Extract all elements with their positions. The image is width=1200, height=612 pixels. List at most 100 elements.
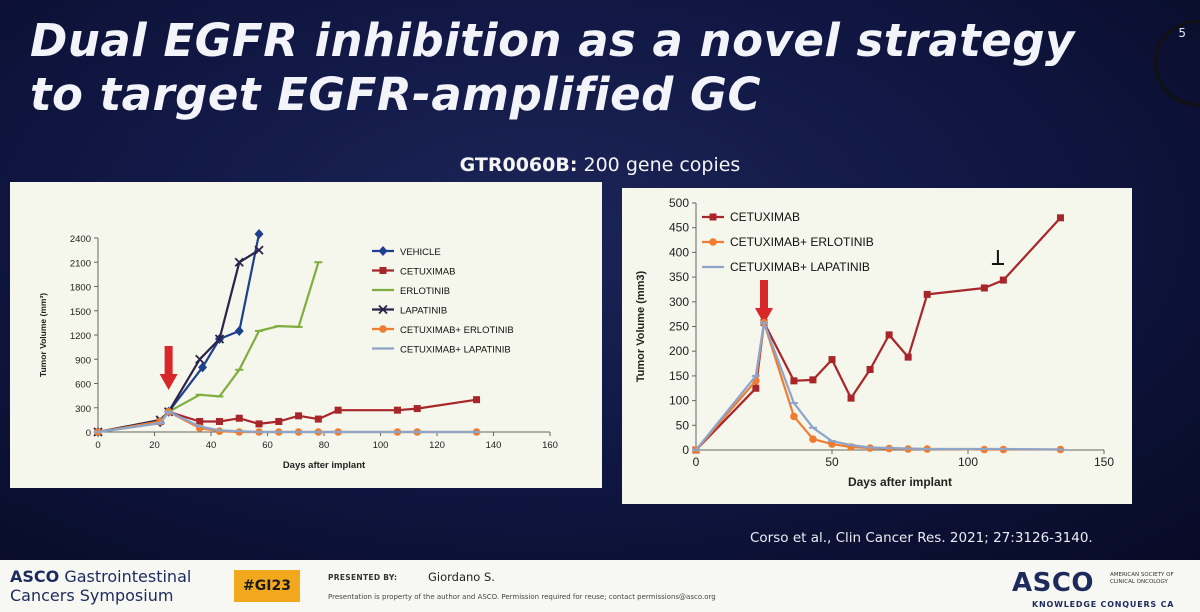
data-point — [254, 245, 264, 255]
legend-entry: CETUXIMAB+ ERLOTINIB — [372, 325, 514, 336]
data-point — [195, 393, 204, 396]
slide-title: Dual EGFR inhibition as a novel strategy… — [30, 14, 1075, 121]
legend-entry: ERLOTINIB — [372, 286, 450, 297]
data-point — [255, 431, 264, 433]
data-point — [314, 261, 323, 264]
data-point — [393, 406, 401, 414]
data-point — [235, 430, 244, 433]
data-point — [255, 329, 264, 332]
y-tick-label: 250 — [669, 320, 689, 334]
y-tick-label: 350 — [669, 270, 689, 284]
series-cetuximab-lapatinib — [692, 321, 1065, 451]
y-tick-label: 1500 — [70, 307, 91, 318]
y-tick-label: 100 — [669, 394, 689, 408]
y-tick-label: 600 — [75, 380, 91, 391]
y-tick-label: 150 — [669, 369, 689, 383]
legend-entry: CETUXIMAB+ LAPATINIB — [702, 260, 870, 274]
legend-label: ERLOTINIB — [400, 286, 450, 297]
y-tick-label: 900 — [75, 355, 91, 366]
asco-logo: ASCO — [1012, 568, 1095, 598]
slide-subtitle: GTR0060B: 200 gene copies — [0, 154, 1200, 176]
data-point — [195, 354, 205, 364]
data-point — [885, 447, 894, 450]
treatment-start-arrow — [159, 346, 178, 390]
x-tick-label: 40 — [206, 440, 217, 451]
legend-marker — [379, 267, 387, 274]
data-point — [215, 417, 223, 425]
x-tick-label: 20 — [149, 440, 160, 451]
data-point — [275, 417, 283, 425]
x-tick-label: 100 — [373, 440, 389, 451]
x-tick-label: 100 — [958, 455, 978, 469]
data-point — [214, 334, 225, 344]
y-tick-label: 500 — [669, 196, 689, 210]
legend-label: CETUXIMAB — [730, 210, 800, 224]
legend-marker — [379, 289, 387, 291]
data-point — [789, 402, 798, 405]
data-point — [847, 444, 856, 447]
legend-entry: CETUXIMAB — [702, 210, 800, 224]
data-point — [885, 331, 893, 339]
citation: Corso et al., Clin Cancer Res. 2021; 27:… — [750, 530, 1093, 546]
series-erlotinib — [94, 261, 323, 434]
legend-marker — [379, 347, 387, 350]
y-axis-title: Tumor Volume (mm3) — [635, 270, 647, 382]
y-tick-label: 300 — [75, 404, 91, 415]
data-point — [255, 420, 263, 428]
x-tick-label: 0 — [693, 455, 700, 469]
treatment-start-arrow — [755, 280, 773, 324]
legend-entry: VEHICLE — [372, 246, 441, 258]
x-axis-title: Days after implant — [848, 475, 952, 489]
x-axis-title: Days after implant — [283, 460, 366, 471]
series-line — [97, 410, 477, 434]
data-point — [1056, 448, 1065, 451]
series-cetuximab-lapatinib — [94, 410, 481, 434]
data-point — [314, 431, 323, 433]
model-id: GTR0060B: — [459, 154, 578, 176]
legend-marker — [378, 246, 388, 256]
series-line — [97, 398, 477, 434]
data-point — [752, 384, 760, 392]
data-point — [294, 325, 303, 328]
data-point — [393, 431, 402, 433]
data-point — [198, 362, 208, 373]
presenter-name: Giordano S. — [428, 570, 495, 584]
asco-tagline: KNOWLEDGE CONQUERS CA — [1032, 600, 1175, 609]
legend-entry: LAPATINIB — [372, 304, 447, 317]
data-point — [235, 414, 243, 422]
data-point — [156, 422, 165, 425]
footer: ASCO Gastrointestinal Cancers Symposium … — [0, 560, 1200, 612]
x-tick-label: 60 — [262, 440, 273, 451]
data-point — [215, 429, 224, 432]
chart-right-svg: 0 50 100 150 0 50 100 150 200 250 300 350 400 450 500 D… — [635, 196, 1114, 489]
legend-entry: CETUXIMAB+ ERLOTINIB — [702, 235, 874, 249]
x-tick-label: 150 — [1094, 455, 1114, 469]
x-tick-label: 160 — [542, 440, 558, 451]
data-point — [274, 431, 283, 433]
data-point — [413, 405, 421, 413]
data-point — [334, 431, 343, 433]
chart-panel-right: 0 50 100 150 0 50 100 150 200 250 300 350 400 450 500 D… — [622, 188, 1132, 504]
series-line — [97, 261, 320, 434]
y-tick-label: 50 — [676, 418, 690, 432]
series-line — [695, 321, 1061, 451]
y-tick-label: 1200 — [70, 331, 91, 342]
series-line — [97, 249, 260, 434]
series-line — [97, 233, 261, 434]
data-point — [692, 449, 700, 451]
data-point — [314, 415, 322, 423]
data-point — [904, 353, 912, 361]
disclaimer: Presentation is property of the author a… — [328, 593, 716, 601]
symposium-line2: Cancers Symposium — [10, 586, 174, 605]
series-cetuximab — [94, 396, 481, 436]
data-point — [828, 440, 836, 443]
data-point — [254, 228, 264, 239]
series-line — [695, 321, 1061, 451]
y-tick-label: 300 — [669, 295, 689, 309]
data-point — [809, 435, 817, 443]
data-point — [999, 448, 1008, 451]
x-tick-label: 50 — [825, 455, 839, 469]
legend-label: VEHICLE — [400, 247, 441, 258]
x-tick-label: 80 — [319, 440, 330, 451]
gene-copies: 200 gene copies — [577, 154, 741, 176]
